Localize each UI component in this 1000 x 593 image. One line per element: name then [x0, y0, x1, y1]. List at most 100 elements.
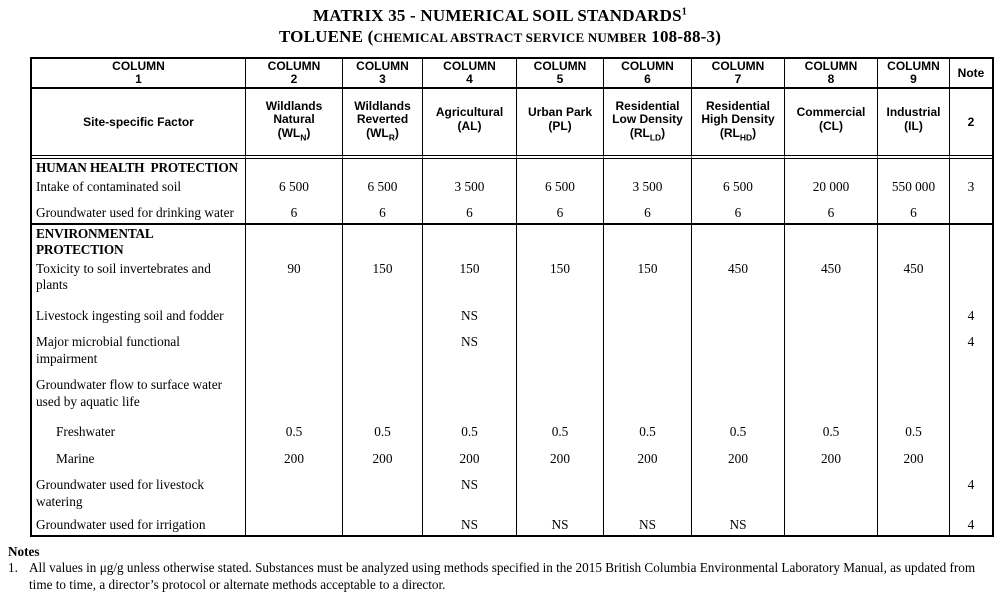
value-cell: [878, 159, 950, 178]
value-cell: [343, 159, 423, 178]
value-cell: [692, 325, 785, 368]
land-use-header-wildlands-natural: Wildlands Natural (WLN): [246, 89, 343, 159]
value-cell: [343, 225, 423, 260]
land-use-name: Wildlands Natural: [248, 100, 340, 126]
value-cell: [878, 368, 950, 411]
section-title-cell: HUMAN HEALTH PROTECTION: [32, 159, 246, 178]
value-cell: 6: [246, 196, 343, 225]
value-cell: 3 500: [604, 178, 692, 197]
value-cell: NS: [423, 295, 517, 326]
factor-label-cell: Major microbial functional impairment: [32, 325, 246, 368]
column-header-label: Note: [952, 67, 990, 80]
value-cell: [692, 159, 785, 178]
subtitle-prefix: TOLUENE (: [279, 27, 374, 46]
abbr-pre: (AL: [458, 119, 478, 133]
land-use-name: Wildlands Reverted: [345, 100, 420, 126]
value-cell: 150: [423, 260, 517, 295]
value-cell: 6: [692, 196, 785, 225]
abbr-post: ): [752, 126, 756, 140]
value-cell: 6 500: [343, 178, 423, 197]
value-cell: 90: [246, 260, 343, 295]
factor-label-cell: Freshwater: [32, 411, 246, 442]
land-use-abbr: (WLN): [248, 127, 340, 144]
value-cell: 200: [423, 442, 517, 469]
note-cell: 3: [950, 178, 992, 197]
value-cell: [343, 468, 423, 511]
value-cell: 0.5: [604, 411, 692, 442]
value-cell: NS: [604, 511, 692, 535]
abbr-sub: LD: [650, 132, 661, 142]
value-cell: [246, 159, 343, 178]
value-cell: [423, 159, 517, 178]
value-cell: 6: [517, 196, 604, 225]
value-cell: [692, 225, 785, 260]
value-cell: 6: [878, 196, 950, 225]
note-item: 1.All values in μg/g unless otherwise st…: [8, 560, 986, 593]
value-cell: 6: [604, 196, 692, 225]
value-cell: 6 500: [517, 178, 604, 197]
value-cell: [785, 295, 878, 326]
value-cell: 450: [785, 260, 878, 295]
land-use-name: Agricultural: [425, 106, 514, 119]
value-cell: [878, 468, 950, 511]
value-cell: [785, 368, 878, 411]
value-cell: 150: [343, 260, 423, 295]
value-cell: 200: [343, 442, 423, 469]
section-header-row: ENVIRONMENTAL PROTECTION: [32, 225, 992, 260]
notes-section: Notes 1.All values in μg/g unless otherw…: [8, 544, 986, 593]
land-use-abbr: (PL): [519, 120, 601, 137]
note-cell: [950, 225, 992, 260]
land-use-header-urban-park: Urban Park (PL): [517, 89, 604, 159]
value-cell: [423, 225, 517, 260]
table-row: Toxicity to soil invertebrates and plant…: [32, 260, 992, 295]
abbr-pre: (IL: [904, 119, 919, 133]
value-cell: 200: [604, 442, 692, 469]
land-use-header-agricultural: Agricultural (AL): [423, 89, 517, 159]
value-cell: 0.5: [785, 411, 878, 442]
column-header-num: 3: [345, 73, 420, 86]
notes-heading: Notes: [8, 544, 986, 561]
value-cell: 6 500: [246, 178, 343, 197]
value-cell: [343, 511, 423, 535]
value-cell: NS: [517, 511, 604, 535]
value-cell: [343, 295, 423, 326]
value-cell: 3 500: [423, 178, 517, 197]
subtitle-smallcaps: CHEMICAL ABSTRACT SERVICE NUMBER: [373, 30, 646, 45]
value-cell: [604, 368, 692, 411]
value-cell: [517, 368, 604, 411]
column-header-num: 1: [34, 73, 243, 86]
value-cell: 6: [785, 196, 878, 225]
value-cell: [692, 468, 785, 511]
value-cell: 6: [423, 196, 517, 225]
factor-label-cell: Groundwater flow to surface water used b…: [32, 368, 246, 411]
value-cell: 0.5: [692, 411, 785, 442]
value-cell: 0.5: [517, 411, 604, 442]
value-cell: [604, 225, 692, 260]
column-header-num: 7: [694, 73, 782, 86]
abbr-post: ): [839, 119, 843, 133]
value-cell: 0.5: [423, 411, 517, 442]
value-cell: 150: [517, 260, 604, 295]
value-cell: [785, 225, 878, 260]
note-text: All values in μg/g unless otherwise stat…: [29, 560, 975, 592]
note-cell: [950, 196, 992, 225]
value-cell: [343, 368, 423, 411]
column-header-num: 5: [519, 73, 601, 86]
value-cell: [692, 368, 785, 411]
abbr-pre: (RL: [720, 126, 740, 140]
value-cell: 0.5: [343, 411, 423, 442]
land-use-row: Site-specific Factor Wildlands Natural (…: [32, 89, 992, 159]
value-cell: [423, 368, 517, 411]
land-use-header-residential-high: Residential High Density (RLHD): [692, 89, 785, 159]
abbr-sub: HD: [740, 132, 752, 142]
note-cell: [950, 260, 992, 295]
value-cell: 20 000: [785, 178, 878, 197]
column-header-num: 4: [425, 73, 514, 86]
title-footnote-superscript: 1: [682, 6, 687, 17]
